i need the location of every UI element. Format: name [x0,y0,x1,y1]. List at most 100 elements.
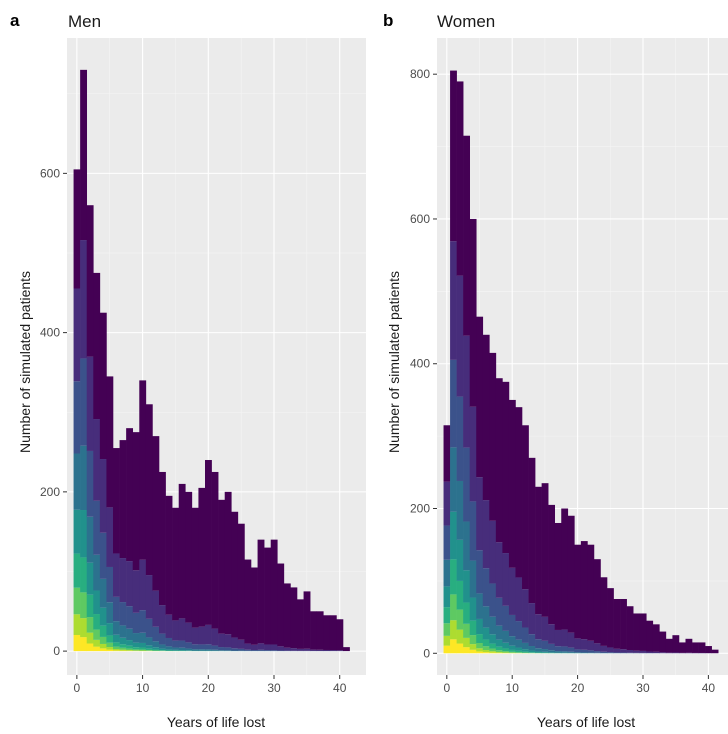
histogram-bar-segment [711,649,719,654]
histogram-bar-segment [80,69,88,241]
histogram-bar-segment [593,651,601,653]
histogram-bar-segment [99,643,107,649]
histogram-bar-segment [443,623,451,636]
histogram-bar-segment [469,560,477,598]
histogram-bar-segment [515,650,523,653]
histogram-bar-segment [106,635,114,643]
histogram-bar-segment [159,605,166,634]
histogram-bar-segment [93,646,101,652]
histogram-bar-segment [178,483,186,619]
histogram-bar-segment [489,352,497,521]
x-tick-label: 30 [267,681,281,695]
y-tick-label: 200 [40,485,60,499]
histogram-bar-segment [535,614,542,640]
histogram-bar-segment [541,651,549,653]
histogram-bar-segment [93,554,101,591]
histogram-bar-segment [290,648,298,651]
histogram-bar-segment [508,567,516,615]
histogram-bar-segment [463,602,470,624]
histogram-bar-segment [515,407,523,578]
histogram-bar-segment [132,612,140,634]
histogram-bar-segment [567,632,575,648]
histogram-bar-segment [528,652,536,653]
histogram-bar-segment [297,648,304,651]
histogram-bar-segment [211,649,219,651]
histogram-bar-segment [502,630,510,643]
histogram-bar-segment [251,644,258,650]
histogram-bar-segment [113,553,120,597]
histogram-bar-segment [495,646,503,651]
histogram-bar-segment [489,616,497,635]
histogram-bar-segment [620,652,627,654]
histogram-bar-segment [456,643,464,654]
histogram-bar-segment [73,381,81,454]
histogram-bar-segment [218,633,226,648]
ylabel-women: Number of simulated patients [386,271,402,453]
xlabel-men: Years of life lost [167,714,265,730]
histogram-bar-segment [113,646,120,650]
histogram-bar-segment [469,649,477,654]
histogram-bar-segment [211,471,219,629]
histogram-bar-segment [113,448,120,554]
histogram-bar-segment [165,646,173,650]
histogram-bar-segment [574,544,582,639]
histogram-bar-segment [152,626,160,642]
chart-title-women: Women [437,12,495,31]
histogram-bar-segment [139,380,147,560]
histogram-bar-segment [482,639,490,647]
histogram-bar-segment [508,649,516,652]
histogram-bar-segment [508,399,516,568]
histogram-bar-segment [159,650,166,651]
histogram-bar-segment [73,509,81,554]
histogram-bar-segment [113,642,120,647]
histogram-bar-segment [522,425,529,590]
histogram-bar-segment [574,652,582,654]
histogram-bar-segment [535,639,542,649]
histogram-bar-segment [159,648,166,651]
histogram-bar-segment [73,169,81,289]
histogram-bar-segment [561,629,569,647]
histogram-bar-segment [93,614,101,630]
histogram-bar-segment [198,626,206,645]
histogram-bar-segment [178,640,186,648]
histogram-bar-segment [502,651,510,653]
histogram-bar-segment [224,650,232,651]
histogram-bar-segment [113,596,120,622]
histogram-bar-segment [126,650,134,651]
histogram-bar-segment [237,639,245,649]
histogram-bar-segment [567,651,575,653]
histogram-bar-segment [323,649,331,652]
histogram-bar-segment [297,599,304,649]
histogram-bar-segment [80,358,88,446]
histogram-bar-segment [567,647,575,652]
histogram-bar-segment [113,649,120,651]
histogram-bar-segment [502,381,510,554]
histogram-bar-segment [463,135,470,336]
histogram-bar-segment [277,650,285,652]
histogram-bar-segment [515,621,523,640]
histogram-bar-segment [476,316,484,478]
histogram-bar-segment [672,652,680,654]
x-tick-label: 10 [506,681,520,695]
histogram-bar-segment [303,591,311,649]
histogram-bar-segment [515,647,523,651]
x-tick-label: 40 [702,681,716,695]
histogram-bar-segment [626,606,634,651]
histogram-bar-segment [139,649,147,651]
histogram-bar-segment [99,648,107,652]
histogram-bar-segment [587,652,595,654]
histogram-bar-segment [456,396,464,481]
histogram-bar-segment [443,425,451,482]
histogram-bar-segment [659,652,667,654]
histogram-bar-segment [522,589,529,628]
histogram-bar-segment [106,376,114,508]
histogram-bar-segment [80,240,88,359]
histogram-bar-segment [482,652,490,654]
histogram-bar-segment [283,583,291,648]
histogram-bar-segment [469,406,477,502]
histogram-bar-segment [205,644,212,650]
histogram-bar-segment [495,650,503,652]
histogram-bar-segment [443,525,451,560]
histogram-bar-segment [119,440,127,559]
histogram-bar-segment [251,567,258,645]
